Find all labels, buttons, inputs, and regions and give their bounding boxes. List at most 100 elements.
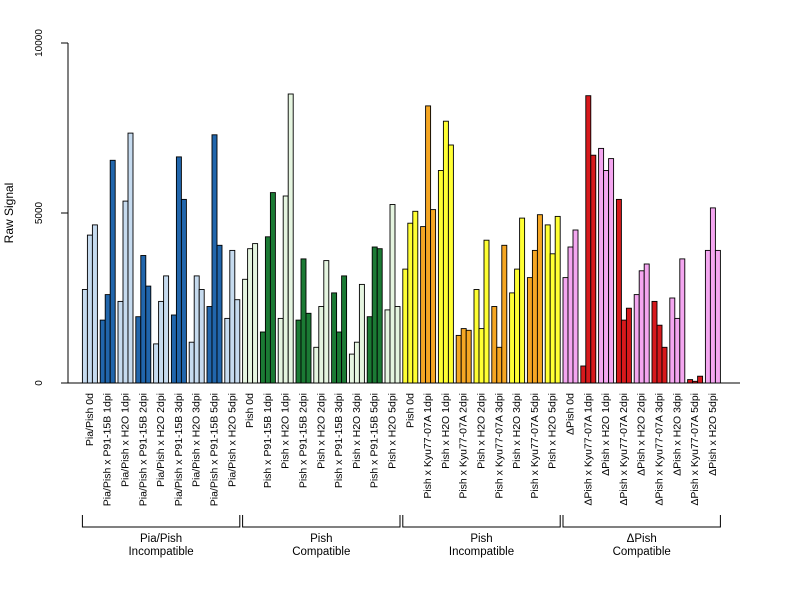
bar bbox=[536, 214, 543, 384]
bar bbox=[643, 263, 650, 384]
bar bbox=[615, 198, 622, 384]
x-tick-label: Pish x Kyu77-07A 2dpi bbox=[458, 393, 470, 499]
x-tick-label: Pish x H2O 1dpi bbox=[280, 393, 292, 469]
bar bbox=[549, 253, 556, 384]
bar bbox=[562, 277, 569, 384]
bar bbox=[567, 246, 574, 384]
bar bbox=[394, 306, 401, 384]
bar bbox=[598, 147, 605, 384]
x-tick-label: ΔPish 0d bbox=[565, 393, 577, 435]
bar bbox=[514, 268, 521, 384]
bar bbox=[305, 312, 312, 384]
group-label-line1: ΔPish bbox=[627, 533, 657, 545]
bar bbox=[295, 319, 302, 384]
bar bbox=[519, 217, 526, 384]
x-tick-label: Pish x H2O 5dpi bbox=[547, 393, 559, 469]
bar bbox=[175, 156, 182, 384]
x-tick-label: Pia/Pish x P91-15B 1dpi bbox=[102, 393, 114, 506]
bar bbox=[661, 346, 668, 384]
bar bbox=[135, 316, 142, 384]
bar bbox=[501, 244, 508, 384]
x-tick-label: Pish x H2O 3dpi bbox=[351, 393, 363, 469]
bar bbox=[81, 289, 88, 384]
bar bbox=[447, 144, 454, 384]
bar bbox=[714, 249, 721, 384]
bar bbox=[358, 283, 365, 384]
x-tick-label: Pish x H2O 3dpi bbox=[511, 393, 523, 469]
bar bbox=[242, 278, 249, 384]
bar bbox=[402, 268, 409, 384]
bar bbox=[153, 343, 160, 384]
bar bbox=[247, 248, 254, 384]
bar bbox=[697, 375, 704, 384]
group-label-line2: Incompatible bbox=[449, 546, 514, 558]
bar bbox=[216, 244, 223, 384]
bar bbox=[674, 317, 681, 384]
bar bbox=[704, 249, 711, 384]
bar bbox=[127, 132, 134, 384]
x-tick-label: Pish x Kyu77-07A 5dpi bbox=[529, 393, 541, 499]
x-tick-label: ΔPish x H2O 2dpi bbox=[636, 393, 648, 476]
x-tick-label: Pia/Pish 0d bbox=[84, 393, 96, 446]
y-axis: 0 5000 10000 bbox=[34, 29, 69, 386]
group-bracket bbox=[81, 515, 241, 528]
bar bbox=[140, 255, 147, 384]
x-tick-label: Pia/Pish x H2O 3dpi bbox=[191, 393, 203, 487]
group-brackets: Pia/PishIncompatiblePishCompatiblePishIn… bbox=[81, 515, 721, 558]
bar bbox=[554, 215, 561, 384]
bar bbox=[585, 95, 592, 384]
bar bbox=[580, 365, 587, 384]
bar bbox=[692, 380, 699, 384]
bar bbox=[269, 192, 276, 384]
bar bbox=[679, 258, 686, 384]
bar bbox=[193, 275, 200, 384]
x-tick-label: Pish x P91-15B 3dpi bbox=[333, 393, 345, 488]
bar bbox=[336, 331, 343, 384]
x-tick-label: ΔPish x Kyu77-07A 3dpi bbox=[654, 393, 666, 506]
y-axis-label: Raw Signal bbox=[2, 183, 16, 244]
y-tick-label: 5000 bbox=[34, 201, 45, 224]
bar bbox=[603, 170, 610, 384]
bar bbox=[224, 317, 231, 384]
bar bbox=[158, 300, 165, 384]
bar bbox=[465, 329, 472, 384]
group-label-line2: Compatible bbox=[613, 546, 671, 558]
bar bbox=[300, 258, 307, 384]
x-tick-label: ΔPish x Kyu77-07A 1dpi bbox=[582, 393, 594, 506]
bar bbox=[99, 319, 106, 384]
bar bbox=[188, 341, 195, 384]
bar bbox=[145, 285, 152, 384]
y-tick-label: 0 bbox=[34, 380, 45, 386]
group-bracket bbox=[242, 515, 401, 528]
bar bbox=[348, 353, 355, 384]
bar bbox=[109, 159, 116, 384]
bar bbox=[252, 243, 259, 384]
bar bbox=[86, 234, 93, 384]
x-tick-label: Pish x H2O 1dpi bbox=[440, 393, 452, 469]
bar bbox=[656, 324, 663, 384]
bar bbox=[608, 158, 615, 384]
bar bbox=[376, 248, 383, 384]
bar bbox=[491, 306, 498, 384]
x-tick-label: Pia/Pish x H2O 1dpi bbox=[120, 393, 132, 487]
x-tick-label: Pish x P91-15B 5dpi bbox=[369, 393, 381, 488]
bar bbox=[384, 309, 391, 384]
x-tick-label: Pish 0d bbox=[404, 393, 416, 428]
x-tick-labels: Pia/Pish 0d Pia/Pish x P91-15B 1dpi Pia/Pi… bbox=[84, 393, 719, 506]
group-bracket bbox=[402, 515, 561, 528]
bar bbox=[234, 299, 241, 384]
bar bbox=[544, 224, 551, 384]
x-tick-label: Pish x Kyu77-07A 3dpi bbox=[493, 393, 505, 499]
bar bbox=[455, 334, 462, 384]
bar bbox=[420, 226, 427, 384]
bar bbox=[323, 260, 330, 384]
bar bbox=[341, 275, 348, 384]
bar bbox=[371, 246, 378, 384]
x-tick-label: Pia/Pish x H2O 2dpi bbox=[155, 393, 167, 487]
bar bbox=[638, 270, 645, 384]
bar bbox=[163, 275, 170, 384]
x-tick-label: Pish x H2O 2dpi bbox=[315, 393, 327, 469]
x-tick-label: Pia/Pish x P91-15B 2dpi bbox=[137, 393, 149, 506]
bar bbox=[407, 222, 414, 384]
x-tick-label: Pish x P91-15B 1dpi bbox=[262, 393, 274, 488]
